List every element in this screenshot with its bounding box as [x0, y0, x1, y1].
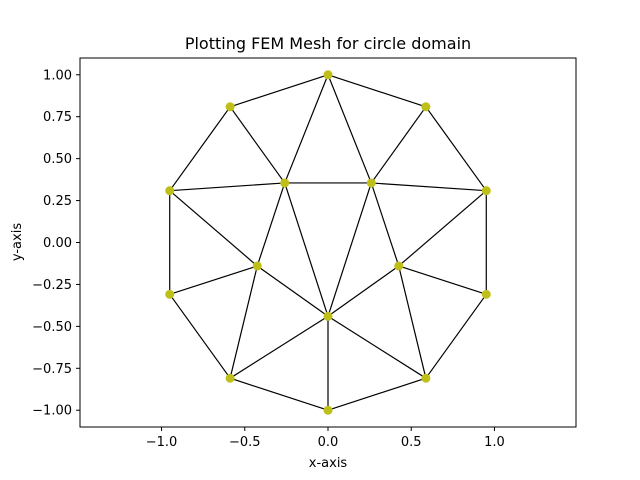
mesh-node — [225, 373, 235, 383]
mesh-edge — [327, 74, 427, 108]
y-axis-ticks: 1.00 0.75 0.50 0.25 0.00 −0.25 −0.50 −0.75 −1.00 — [32, 68, 80, 419]
mesh-node — [481, 289, 491, 299]
mesh-node — [165, 289, 175, 299]
mesh-node — [323, 70, 333, 80]
mesh-edge — [370, 182, 400, 267]
mesh-node — [421, 102, 431, 112]
y-tick-label: −0.75 — [32, 362, 72, 377]
mesh-edge — [284, 182, 329, 317]
x-tick-label: −0.5 — [229, 435, 261, 450]
x-axis-ticks: −1.0 −0.5 0.0 0.5 1.0 — [146, 427, 505, 450]
mesh-edge — [370, 106, 427, 184]
mesh-node — [481, 186, 491, 196]
mesh-edge — [398, 265, 427, 379]
mesh-edge — [169, 190, 258, 267]
mesh-node — [280, 178, 290, 188]
mesh-edge — [425, 293, 487, 379]
mesh-edge — [371, 182, 487, 192]
mesh-edge — [256, 182, 286, 267]
x-tick-label: 1.0 — [484, 435, 505, 450]
y-tick-label: 0.75 — [43, 110, 72, 125]
mesh-edge — [327, 74, 372, 184]
y-tick-label: 0.50 — [43, 152, 72, 167]
mesh-edge — [229, 265, 258, 379]
y-tick-label: −0.50 — [32, 320, 72, 335]
x-axis-label: x-axis — [309, 456, 348, 471]
y-tick-label: 0.00 — [43, 236, 72, 251]
mesh-edge — [327, 182, 372, 317]
y-tick-label: 1.00 — [43, 68, 72, 83]
y-tick-label: −0.25 — [32, 278, 72, 293]
mesh-edge — [229, 106, 286, 184]
mesh-nodes — [165, 70, 491, 415]
mesh-node — [252, 261, 262, 271]
y-tick-label: −1.00 — [32, 404, 72, 419]
mesh-edge — [229, 377, 329, 411]
y-axis-label: y-axis — [10, 223, 25, 261]
mesh-edge — [229, 315, 329, 379]
mesh-edges — [169, 74, 487, 411]
x-tick-label: −1.0 — [146, 435, 178, 450]
mesh-node — [225, 102, 235, 112]
mesh-edge — [284, 74, 329, 184]
mesh-edge — [425, 106, 487, 192]
mesh-node — [165, 186, 175, 196]
y-tick-label: 0.25 — [43, 194, 72, 209]
mesh-edge — [327, 377, 427, 411]
x-tick-label: 0.5 — [401, 435, 422, 450]
mesh-edge — [398, 190, 487, 267]
mesh-node — [323, 311, 333, 321]
mesh-edge — [256, 265, 329, 317]
mesh-edge — [169, 106, 231, 192]
chart-title: Plotting FEM Mesh for circle domain — [185, 34, 471, 53]
mesh-edge — [327, 265, 400, 317]
mesh-edge — [169, 293, 231, 379]
mesh-edge — [169, 182, 285, 192]
mesh-edge — [229, 74, 329, 108]
mesh-edge — [398, 265, 487, 295]
mesh-node — [394, 261, 404, 271]
mesh-node — [421, 373, 431, 383]
mesh-edge — [169, 265, 258, 295]
x-tick-label: 0.0 — [318, 435, 339, 450]
mesh-node — [366, 178, 376, 188]
mesh-node — [323, 405, 333, 415]
mesh-edge — [327, 315, 427, 379]
